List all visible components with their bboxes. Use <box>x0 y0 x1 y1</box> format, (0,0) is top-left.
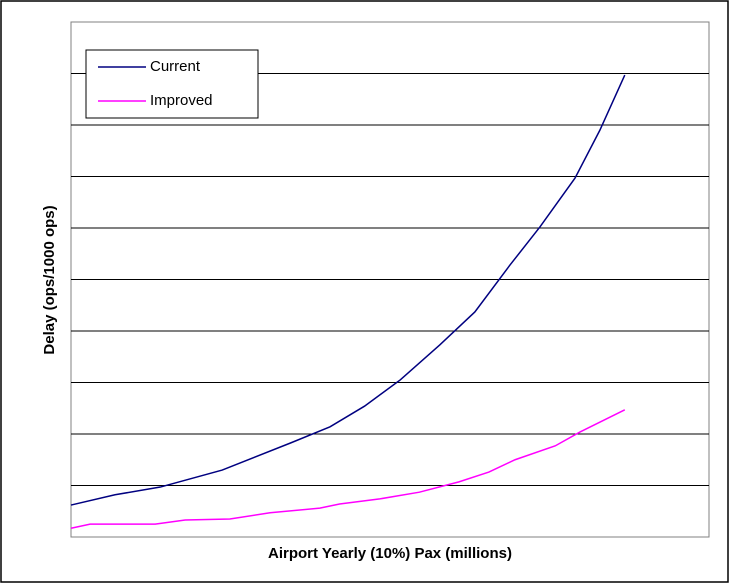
line-series <box>70 409 626 529</box>
x-axis-label: Airport Yearly (10%) Pax (millions) <box>268 545 512 562</box>
line-series <box>70 74 626 506</box>
legend-label: Current <box>150 58 201 75</box>
legend-box <box>85 49 259 119</box>
y-axis-label: Delay (ops/1000 ops) <box>41 205 58 354</box>
legend-label: Improved <box>150 92 213 109</box>
